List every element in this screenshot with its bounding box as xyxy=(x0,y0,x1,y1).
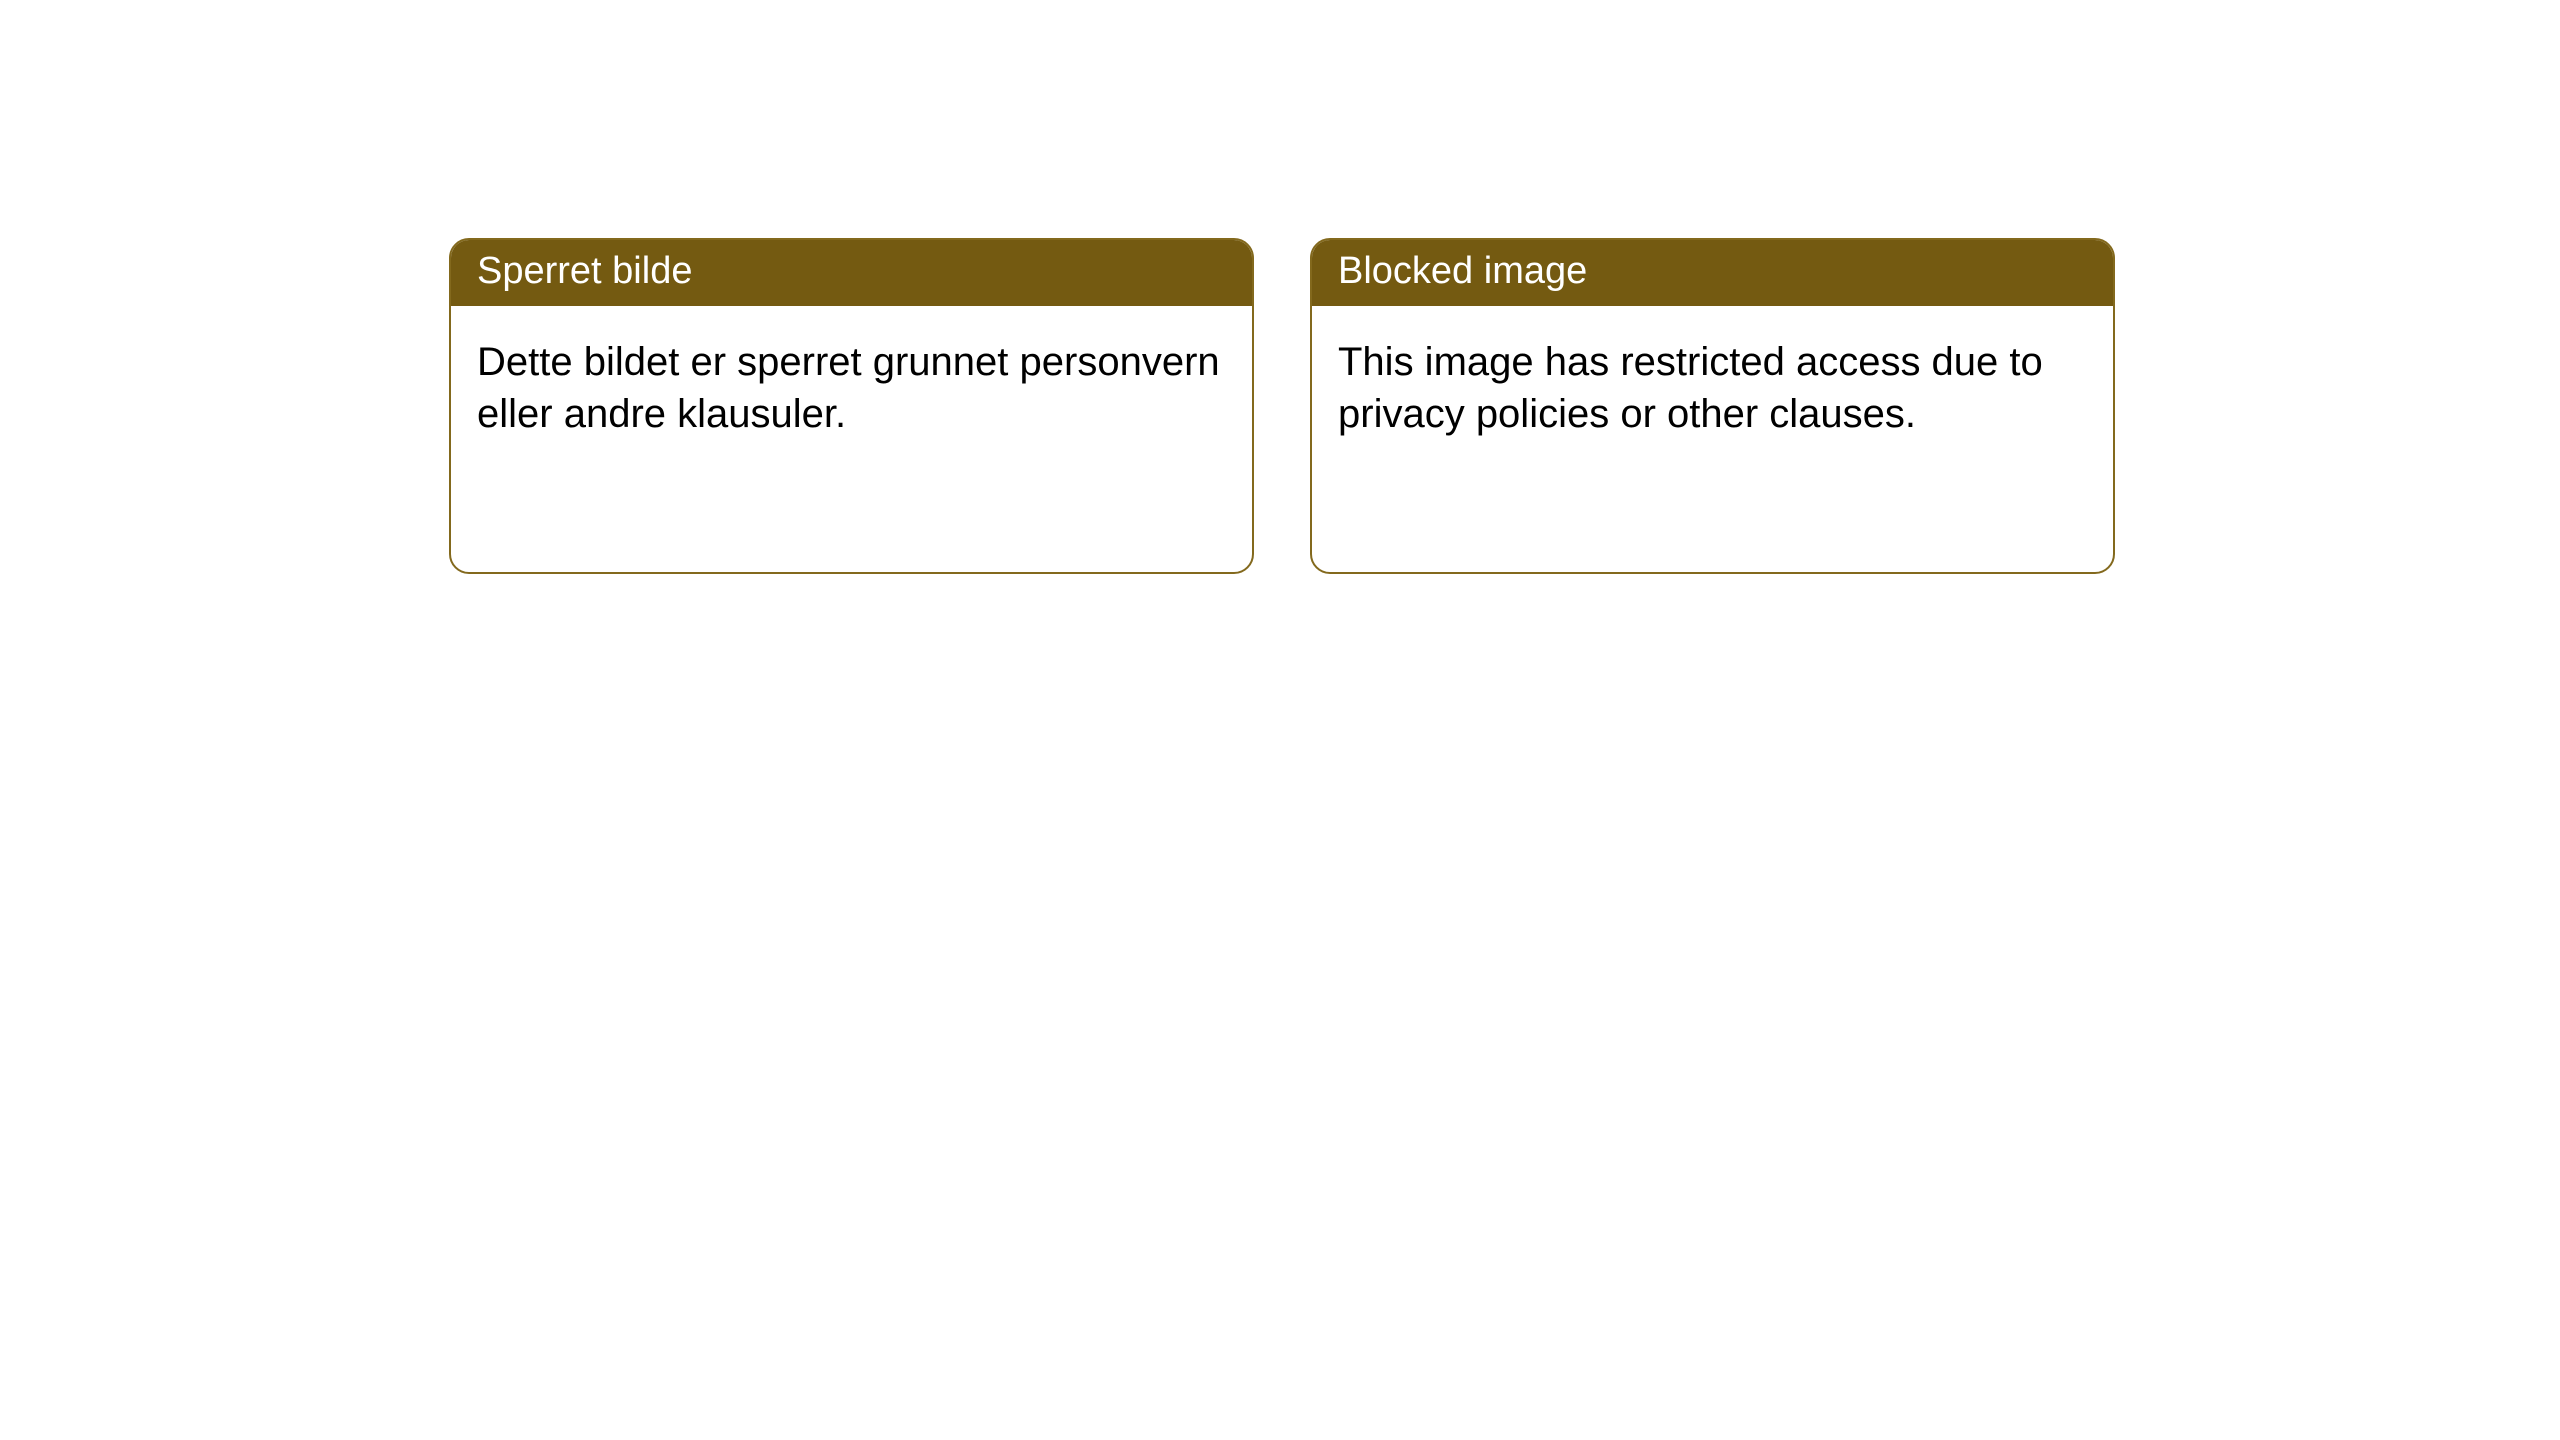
notice-panel-english: Blocked image This image has restricted … xyxy=(1310,238,2115,574)
notice-panel-title: Sperret bilde xyxy=(451,240,1252,306)
notice-panels-row: Sperret bilde Dette bildet er sperret gr… xyxy=(449,238,2115,574)
notice-panel-norwegian: Sperret bilde Dette bildet er sperret gr… xyxy=(449,238,1254,574)
page-canvas: Sperret bilde Dette bildet er sperret gr… xyxy=(0,0,2560,1440)
notice-panel-title: Blocked image xyxy=(1312,240,2113,306)
notice-panel-body: This image has restricted access due to … xyxy=(1312,306,2113,460)
notice-panel-body: Dette bildet er sperret grunnet personve… xyxy=(451,306,1252,460)
